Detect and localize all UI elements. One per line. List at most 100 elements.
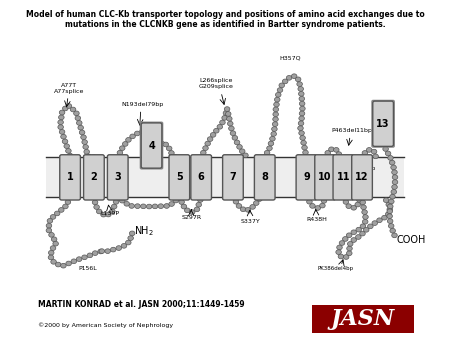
Circle shape <box>299 111 305 116</box>
Circle shape <box>152 154 158 159</box>
Circle shape <box>124 201 130 206</box>
Circle shape <box>240 207 246 212</box>
Circle shape <box>109 209 115 214</box>
Circle shape <box>86 154 91 159</box>
Circle shape <box>74 111 79 116</box>
FancyBboxPatch shape <box>60 155 81 200</box>
Circle shape <box>299 131 304 136</box>
Circle shape <box>62 139 68 144</box>
Text: N193del79bp: N193del79bp <box>121 102 163 107</box>
Circle shape <box>113 199 119 204</box>
Circle shape <box>387 219 393 223</box>
Circle shape <box>205 141 211 146</box>
Text: ©2000 by American Society of Nephrology: ©2000 by American Society of Nephrology <box>38 322 173 328</box>
Circle shape <box>306 199 312 204</box>
Circle shape <box>214 128 219 133</box>
Circle shape <box>135 131 140 136</box>
Circle shape <box>392 175 398 179</box>
Circle shape <box>273 107 279 112</box>
Circle shape <box>257 197 262 201</box>
Circle shape <box>189 210 195 214</box>
Circle shape <box>273 117 278 122</box>
Circle shape <box>54 211 60 216</box>
Text: R438H: R438H <box>306 217 327 222</box>
Circle shape <box>153 150 159 154</box>
Circle shape <box>389 160 395 165</box>
Circle shape <box>156 145 162 150</box>
Circle shape <box>387 209 392 214</box>
Circle shape <box>239 149 245 153</box>
Circle shape <box>364 227 369 232</box>
Circle shape <box>202 146 208 150</box>
Text: Model of human CLC-Kb transporter topology and positions of amino acid exchanges: Model of human CLC-Kb transporter topolo… <box>26 10 424 29</box>
Circle shape <box>236 203 242 208</box>
Circle shape <box>338 254 344 259</box>
Circle shape <box>46 223 52 228</box>
Circle shape <box>76 121 82 125</box>
Circle shape <box>172 154 178 159</box>
Circle shape <box>343 200 349 204</box>
Circle shape <box>50 246 56 250</box>
Circle shape <box>310 203 315 208</box>
Circle shape <box>303 150 308 155</box>
Circle shape <box>115 155 121 160</box>
Circle shape <box>387 204 393 209</box>
Circle shape <box>366 148 372 152</box>
Circle shape <box>169 151 174 155</box>
Circle shape <box>232 136 238 140</box>
FancyBboxPatch shape <box>84 155 104 200</box>
Circle shape <box>66 148 71 153</box>
Circle shape <box>391 165 396 170</box>
Circle shape <box>46 228 52 233</box>
Text: 11: 11 <box>337 172 350 183</box>
Circle shape <box>328 147 334 152</box>
Circle shape <box>148 123 154 127</box>
FancyBboxPatch shape <box>352 155 372 200</box>
Circle shape <box>144 126 150 131</box>
Text: A77T
A77splice: A77T A77splice <box>54 83 85 94</box>
Circle shape <box>140 129 145 134</box>
Circle shape <box>362 219 368 224</box>
Circle shape <box>341 195 346 200</box>
Circle shape <box>295 77 301 82</box>
Circle shape <box>336 250 342 255</box>
Circle shape <box>96 209 102 214</box>
Circle shape <box>116 246 122 250</box>
FancyBboxPatch shape <box>315 155 335 200</box>
Circle shape <box>126 240 131 245</box>
Circle shape <box>262 155 267 160</box>
Circle shape <box>234 140 240 145</box>
Circle shape <box>333 148 339 152</box>
Text: 9: 9 <box>303 172 310 183</box>
Circle shape <box>152 204 158 209</box>
Circle shape <box>146 204 152 209</box>
Circle shape <box>390 228 396 233</box>
Circle shape <box>83 145 89 149</box>
Circle shape <box>184 208 190 213</box>
Circle shape <box>166 146 172 151</box>
Circle shape <box>229 126 234 131</box>
Circle shape <box>356 235 361 239</box>
Circle shape <box>368 224 373 229</box>
Circle shape <box>164 203 170 208</box>
Text: 4: 4 <box>148 141 155 150</box>
Circle shape <box>150 159 156 164</box>
Text: JASN: JASN <box>331 308 395 330</box>
Circle shape <box>272 127 277 131</box>
FancyBboxPatch shape <box>191 155 211 200</box>
Circle shape <box>92 200 98 205</box>
Circle shape <box>79 130 85 135</box>
Text: 13: 13 <box>376 119 390 129</box>
Text: 6: 6 <box>198 172 205 183</box>
Circle shape <box>53 241 59 246</box>
Circle shape <box>201 150 206 155</box>
Circle shape <box>194 207 200 212</box>
Circle shape <box>81 135 86 140</box>
Circle shape <box>82 140 87 144</box>
Circle shape <box>149 164 154 169</box>
Circle shape <box>272 122 278 126</box>
Circle shape <box>159 141 165 146</box>
Circle shape <box>386 212 391 217</box>
Text: H357Q: H357Q <box>280 55 302 60</box>
Text: 5: 5 <box>176 172 183 183</box>
